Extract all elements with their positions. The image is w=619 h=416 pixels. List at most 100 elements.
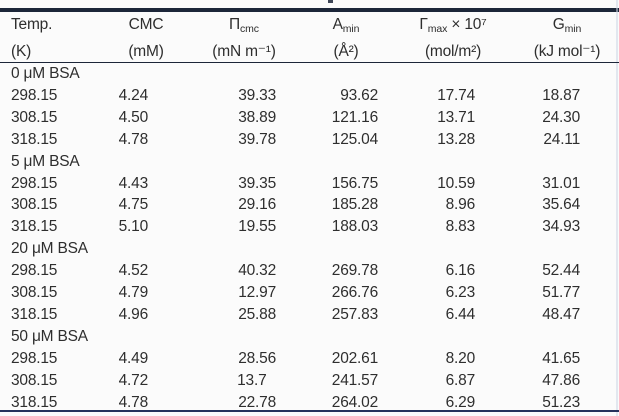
cell-temp: 298.15	[11, 174, 58, 192]
section-label: 20 μM BSA	[11, 240, 88, 258]
cell-gamma-max: 8.83	[445, 218, 476, 236]
cell-g-min: 24.11	[543, 130, 580, 148]
cell-pi-cmc: 39.33	[238, 86, 276, 104]
cell-temp: 318.15	[11, 218, 58, 236]
cell-cmc: 4.52	[118, 262, 149, 280]
header-tail: × 10⁷	[447, 16, 487, 33]
header-subscript: max	[427, 23, 448, 35]
cell-pi-cmc: 29.16	[238, 196, 276, 214]
cell-pi-cmc: 39.78	[238, 130, 276, 148]
cell-a-min: 121.16	[331, 108, 378, 126]
cell-gamma-max: 10.59	[437, 174, 475, 192]
cell-g-min: 52.44	[542, 262, 580, 280]
section-header-row: 20 μM BSA	[0, 238, 619, 260]
cell-cmc: 4.78	[118, 130, 149, 148]
section-label: 5 μM BSA	[11, 152, 80, 170]
cell-a-min: 264.02	[331, 393, 378, 411]
cell-g-min: 41.65	[542, 349, 580, 367]
cell-a-min: 185.28	[331, 196, 378, 214]
scan-edge-artifact	[615, 0, 618, 416]
col-header-g-min: Gmin (kJ mol⁻¹)	[487, 11, 619, 63]
header-symbol: G	[552, 16, 565, 33]
cell-a-min: 93.62	[340, 86, 378, 104]
cell-gamma-max: 6.87	[445, 371, 476, 389]
data-row: 298.15 4.49 28.56 202.61 8.20 41.65	[0, 348, 619, 370]
cell-a-min: 266.76	[331, 284, 378, 302]
header-unit: (kJ mol⁻¹)	[533, 42, 601, 60]
cell-gamma-max: 6.16	[445, 262, 476, 280]
table-bottom-rule	[0, 409, 619, 413]
header-unit: (Å²)	[333, 42, 359, 60]
cell-gamma-max: 6.23	[445, 284, 476, 302]
cell-a-min: 257.83	[331, 305, 378, 323]
data-row: 308.15 4.72 13.7 241.57 6.87 47.86	[0, 370, 619, 392]
cell-a-min: 202.61	[331, 349, 378, 367]
cell-cmc: 4.24	[118, 86, 149, 104]
cell-a-min: 241.57	[331, 371, 378, 389]
cell-temp: 308.15	[11, 371, 58, 389]
section-header-row: 50 μM BSA	[0, 326, 619, 348]
cell-g-min: 47.86	[542, 371, 580, 389]
cell-g-min: 18.87	[542, 86, 580, 104]
cell-pi-cmc: 28.56	[238, 349, 276, 367]
section-label: 50 μM BSA	[11, 327, 88, 345]
data-row: 308.15 4.79 12.97 266.76 6.23 51.77	[0, 282, 619, 304]
cell-g-min: 51.23	[542, 393, 580, 411]
header-symbol: Π	[229, 16, 241, 33]
header-subscript: min	[342, 23, 360, 35]
header-symbol: A	[332, 16, 343, 33]
cell-g-min: 35.64	[542, 196, 580, 214]
cell-g-min: 24.30	[542, 108, 580, 126]
cell-pi-cmc: 25.88	[238, 305, 276, 323]
cell-temp: 318.15	[11, 393, 58, 411]
header-unit: (K)	[11, 42, 32, 60]
cell-g-min: 31.01	[542, 174, 580, 192]
cell-gamma-max: 6.29	[445, 393, 476, 411]
cell-temp: 308.15	[11, 108, 58, 126]
cell-a-min: 156.75	[331, 174, 378, 192]
data-row: 318.15 4.78 22.78 264.02 6.29 51.23	[0, 392, 619, 414]
section-header-row: 0 μM BSA	[0, 63, 619, 85]
cell-pi-cmc: 39.35	[238, 174, 276, 192]
cell-gamma-max: 6.44	[445, 305, 476, 323]
cell-a-min: 188.03	[331, 218, 378, 236]
data-row: 308.15 4.50 38.89 121.16 13.71 24.30	[0, 107, 619, 129]
cell-g-min: 48.47	[542, 305, 580, 323]
data-row: 308.15 4.75 29.16 185.28 8.96 35.64	[0, 194, 619, 216]
cell-cmc: 4.72	[118, 371, 149, 389]
cell-gamma-max: 17.74	[437, 86, 475, 104]
surface-properties-table: Temp. (K) CMC (mM) Πcmc (mN m⁻¹) Amin (Å…	[0, 11, 619, 414]
header-symbol: Γ	[419, 16, 428, 33]
data-row: 298.15 4.52 40.32 269.78 6.16 52.44	[0, 260, 619, 282]
cell-temp: 308.15	[11, 196, 58, 214]
cell-g-min: 51.77	[542, 284, 580, 302]
cell-gamma-max: 8.96	[445, 196, 476, 214]
header-symbol: Temp.	[11, 16, 53, 33]
data-row: 298.15 4.43 39.35 156.75 10.59 31.01	[0, 173, 619, 195]
data-row: 298.15 4.24 39.33 93.62 17.74 18.87	[0, 85, 619, 107]
table-top-rule	[0, 8, 619, 12]
cell-temp: 318.15	[11, 305, 58, 323]
header-subscript: cmc	[240, 23, 259, 35]
cell-cmc: 4.49	[118, 349, 149, 367]
cell-cmc: 5.10	[118, 218, 149, 236]
cell-cmc: 4.78	[118, 393, 149, 411]
cell-temp: 298.15	[11, 262, 58, 280]
col-header-cmc: CMC (mM)	[100, 11, 170, 63]
col-header-temp: Temp. (K)	[0, 11, 100, 63]
section-label: 0 μM BSA	[11, 65, 80, 82]
cell-gamma-max: 13.28	[437, 130, 475, 148]
data-row: 318.15 4.96 25.88 257.83 6.44 48.47	[0, 304, 619, 326]
cell-a-min: 269.78	[331, 262, 378, 280]
cell-temp: 308.15	[11, 284, 58, 302]
cell-cmc: 4.79	[118, 284, 149, 302]
header-unit: (mol/m²)	[424, 42, 482, 60]
cell-cmc: 4.75	[118, 196, 149, 214]
cell-pi-cmc: 19.55	[238, 218, 276, 236]
cell-gamma-max: 8.20	[445, 349, 476, 367]
cell-gamma-max: 13.71	[437, 108, 475, 126]
cell-pi-cmc: 13.7	[237, 371, 267, 389]
cell-a-min: 125.04	[331, 130, 378, 148]
cell-cmc: 4.50	[118, 108, 149, 126]
data-row: 318.15 5.10 19.55 188.03 8.83 34.93	[0, 216, 619, 238]
